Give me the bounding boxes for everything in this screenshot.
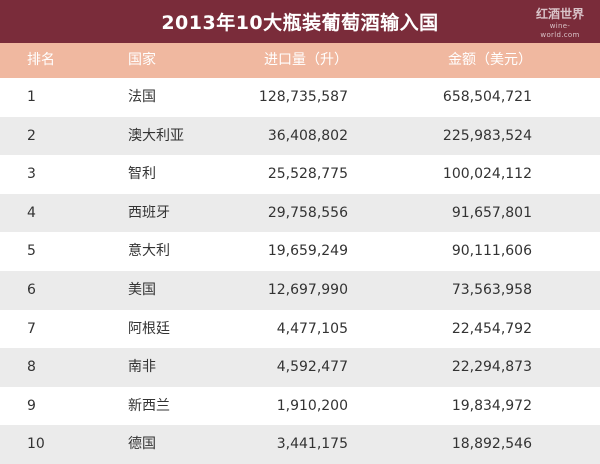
cell-rank: 4 <box>27 204 36 221</box>
cell-rank: 2 <box>27 127 36 144</box>
cell-rank: 10 <box>27 436 45 453</box>
cell-rank: 7 <box>27 320 36 337</box>
cell-import: 29,758,556 <box>267 204 348 221</box>
cell-import: 4,592,477 <box>276 359 348 376</box>
cell-value: 90,111,606 <box>451 243 532 260</box>
cell-rank: 5 <box>27 243 36 260</box>
table-row: 7 阿根廷 4,477,105 22,454,792 <box>0 310 600 349</box>
cell-rank: 3 <box>27 166 36 183</box>
table-header: 排名 国家 进口量（升） 金额（美元） <box>0 43 600 78</box>
header-rank: 排名 <box>27 52 55 68</box>
header-import: 进口量（升） <box>264 52 348 68</box>
table-body: 1 法国 128,735,587 658,504,721 2 澳大利亚 36,4… <box>0 78 600 464</box>
cell-country: 南非 <box>128 359 156 376</box>
cell-country: 德国 <box>128 436 156 453</box>
table-row: 8 南非 4,592,477 22,294,873 <box>0 348 600 387</box>
header-country: 国家 <box>128 52 156 68</box>
cell-country: 澳大利亚 <box>128 127 184 144</box>
cell-value: 22,454,792 <box>451 320 532 337</box>
table-row: 6 美国 12,697,990 73,563,958 <box>0 270 600 310</box>
table-row: 2 澳大利亚 36,408,802 225,983,524 <box>0 116 600 156</box>
cell-import: 128,735,587 <box>258 89 348 105</box>
table-row: 4 西班牙 29,758,556 91,657,801 <box>0 193 600 233</box>
cell-import: 36,408,802 <box>267 127 348 144</box>
table-title: 2013年10大瓶装葡萄酒输入国 <box>161 12 439 34</box>
cell-value: 658,504,721 <box>442 89 532 105</box>
cell-value: 18,892,546 <box>451 436 532 453</box>
cell-country: 法国 <box>128 89 156 105</box>
cell-country: 西班牙 <box>128 204 170 221</box>
logo-main-text: 红酒世界 <box>535 7 584 21</box>
cell-rank: 8 <box>27 359 36 376</box>
table-row: 3 智利 25,528,775 100,024,112 <box>0 155 600 194</box>
cell-import: 19,659,249 <box>267 243 348 260</box>
cell-country: 美国 <box>128 281 156 298</box>
table-row: 5 意大利 19,659,249 90,111,606 <box>0 232 600 271</box>
cell-rank: 1 <box>27 89 36 105</box>
table-row: 9 新西兰 1,910,200 19,834,972 <box>0 387 600 426</box>
cell-import: 1,910,200 <box>276 397 348 414</box>
title-bar: 2013年10大瓶装葡萄酒输入国 红酒世界 wine-world.com <box>0 0 600 43</box>
logo-sub-text: wine-world.com <box>540 22 580 39</box>
cell-value: 91,657,801 <box>451 204 532 221</box>
cell-value: 22,294,873 <box>451 359 532 376</box>
cell-import: 3,441,175 <box>276 436 348 453</box>
cell-import: 25,528,775 <box>267 166 348 183</box>
cell-value: 19,834,972 <box>451 397 532 414</box>
cell-import: 12,697,990 <box>267 281 348 298</box>
table-row: 10 德国 3,441,175 18,892,546 <box>0 425 600 464</box>
cell-value: 100,024,112 <box>442 166 532 183</box>
cell-country: 意大利 <box>128 243 170 260</box>
cell-value: 73,563,958 <box>451 281 532 298</box>
cell-country: 智利 <box>128 166 156 183</box>
cell-country: 新西兰 <box>128 397 170 414</box>
cell-country: 阿根廷 <box>128 320 170 337</box>
cell-import: 4,477,105 <box>276 320 348 337</box>
wine-world-logo: 红酒世界 wine-world.com <box>532 7 588 39</box>
cell-rank: 9 <box>27 397 36 414</box>
cell-value: 225,983,524 <box>442 127 532 144</box>
cell-rank: 6 <box>27 281 36 298</box>
table-row: 1 法国 128,735,587 658,504,721 <box>0 78 600 117</box>
header-value: 金额（美元） <box>448 52 532 68</box>
